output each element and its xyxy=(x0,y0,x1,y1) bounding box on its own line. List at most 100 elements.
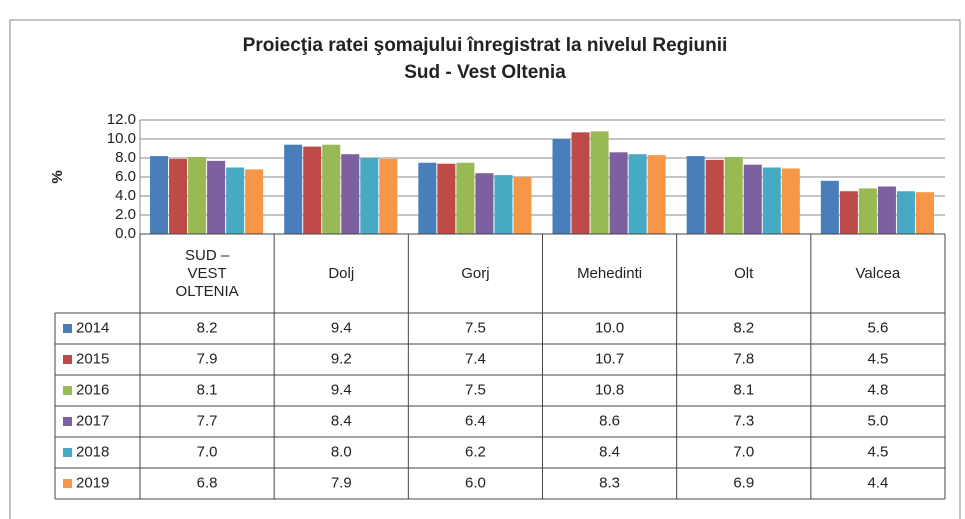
table-value: 4.4 xyxy=(867,474,888,491)
x-tick-label: Gorj xyxy=(461,264,490,282)
table-value: 10.0 xyxy=(595,319,624,336)
bar xyxy=(647,155,666,234)
table-value: 10.8 xyxy=(595,381,624,398)
bar xyxy=(456,162,475,234)
bar xyxy=(284,144,303,234)
bar xyxy=(169,158,188,234)
legend-swatch xyxy=(63,417,72,426)
table-value: 8.0 xyxy=(331,443,352,460)
legend-label: 2016 xyxy=(76,381,109,398)
table-value: 5.0 xyxy=(867,412,888,429)
category-cell: SUD – VEST OLTENIA xyxy=(175,246,239,300)
category-cell: Gorj xyxy=(461,264,490,282)
table-value: 9.4 xyxy=(331,381,352,398)
bar xyxy=(877,186,896,234)
table-value: 8.3 xyxy=(599,474,620,491)
bar xyxy=(188,157,207,234)
chart-title: Proiecţia ratei şomajului înregistrat la… xyxy=(243,35,728,56)
table-value: 7.9 xyxy=(197,350,218,367)
table-value: 8.4 xyxy=(331,412,352,429)
bar xyxy=(590,131,609,234)
y-tick-label: 10.0 xyxy=(107,130,136,147)
legend-swatch xyxy=(63,355,72,364)
x-tick-label: Mehedinti xyxy=(577,264,643,282)
bar xyxy=(571,132,590,234)
bar xyxy=(379,158,398,234)
table-value: 7.4 xyxy=(465,350,486,367)
bar xyxy=(513,177,532,234)
category-cell: Dolj xyxy=(328,265,354,282)
x-tick-label: Olt xyxy=(734,264,754,282)
y-axis-label: % xyxy=(49,170,66,183)
table-value: 7.8 xyxy=(733,350,754,367)
bar xyxy=(226,167,245,234)
chart-subtitle: Sud - Vest Oltenia xyxy=(404,62,566,83)
y-tick-label: 12.0 xyxy=(107,111,136,128)
bar xyxy=(494,175,513,234)
table-value: 4.8 xyxy=(867,381,888,398)
y-tick-label: 4.0 xyxy=(115,187,136,204)
legend-label: 2019 xyxy=(76,474,109,491)
table-value: 7.0 xyxy=(197,443,218,460)
legend-swatch xyxy=(63,479,72,488)
bar xyxy=(609,152,628,234)
table-value: 7.3 xyxy=(733,412,754,429)
table-value: 6.4 xyxy=(465,412,486,429)
bar xyxy=(858,188,877,234)
x-tick-label: Valcea xyxy=(855,264,901,282)
bar xyxy=(360,158,379,234)
legend-label: 2017 xyxy=(76,412,109,429)
bar xyxy=(686,156,705,234)
legend-label: 2018 xyxy=(76,443,109,460)
table-value: 4.5 xyxy=(867,443,888,460)
table-value: 8.1 xyxy=(733,381,754,398)
legend-label: 2014 xyxy=(76,319,109,336)
chart-frame xyxy=(9,19,961,519)
bar xyxy=(628,154,647,234)
bar xyxy=(245,169,264,234)
table-value: 9.4 xyxy=(331,319,352,336)
bar xyxy=(896,191,915,234)
bar xyxy=(341,154,360,234)
y-tick-label: 0.0 xyxy=(115,225,136,242)
table-value: 8.1 xyxy=(197,381,218,398)
category-cell: Olt xyxy=(734,264,754,282)
bar xyxy=(743,164,762,234)
table-value: 8.6 xyxy=(599,412,620,429)
legend-swatch xyxy=(63,448,72,457)
bar xyxy=(762,167,781,234)
table-value: 4.5 xyxy=(867,350,888,367)
bar xyxy=(150,156,169,234)
bar xyxy=(915,192,934,234)
bar xyxy=(820,180,839,234)
table-value: 8.2 xyxy=(733,319,754,336)
table-value: 9.2 xyxy=(331,350,352,367)
bar xyxy=(781,168,800,234)
bar xyxy=(303,146,322,234)
bar xyxy=(705,159,724,234)
table-value: 6.8 xyxy=(197,474,218,491)
table-value: 8.2 xyxy=(197,319,218,336)
table-value: 6.2 xyxy=(465,443,486,460)
x-tick-label: SUD – VEST OLTENIA xyxy=(175,246,239,300)
table-value: 7.5 xyxy=(465,381,486,398)
table-value: 8.4 xyxy=(599,443,620,460)
bar xyxy=(552,139,571,234)
legend-label: 2015 xyxy=(76,350,109,367)
y-tick-label: 6.0 xyxy=(115,168,136,185)
category-cell: Mehedinti xyxy=(577,264,643,282)
table-value: 7.0 xyxy=(733,443,754,460)
bar xyxy=(322,144,341,234)
bar xyxy=(724,157,743,234)
table-value: 6.0 xyxy=(465,474,486,491)
legend-swatch xyxy=(63,386,72,395)
bar xyxy=(475,173,494,234)
bar xyxy=(207,160,226,234)
legend-swatch xyxy=(63,324,72,333)
y-tick-label: 8.0 xyxy=(115,149,136,166)
table-value: 7.9 xyxy=(331,474,352,491)
bar xyxy=(437,163,456,234)
table-value: 10.7 xyxy=(595,350,624,367)
category-cell: Valcea xyxy=(855,264,901,282)
